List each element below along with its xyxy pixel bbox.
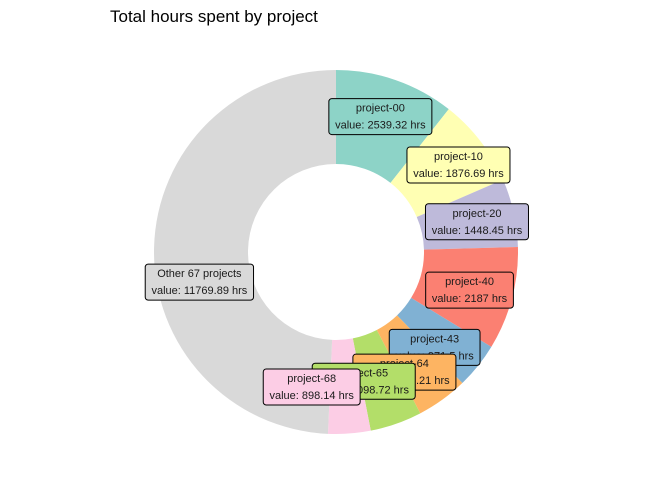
label-name: project-00 [356,103,405,115]
label-box [328,98,433,136]
label-value: value: 1448.45 hrs [432,225,523,237]
label-box [424,203,529,241]
label-box [262,368,361,406]
label-project-68: project-68 value: 898.14 hrs [262,368,361,406]
label-project-20: project-20 value: 1448.45 hrs [424,203,529,241]
label-name: project-68 [287,373,336,385]
chart-title: Total hours spent by project [110,7,318,26]
label-name: project-20 [453,208,502,220]
label-name: Other 67 projects [157,268,242,280]
label-project-10: project-10 value: 1876.69 hrs [406,146,511,184]
label-other-67-projects: Other 67 projects value: 11769.89 hrs [144,263,255,301]
slice-other-67-projects [154,70,336,434]
label-box [144,263,255,301]
label-project-00: project-00 value: 2539.32 hrs [328,98,433,136]
label-name: project-10 [434,151,483,163]
label-value: value: 2539.32 hrs [335,120,426,132]
label-name: project-43 [410,333,459,345]
label-value: value: 2187 hrs [432,293,508,305]
label-value: value: 11769.89 hrs [151,285,247,297]
label-box [406,146,511,184]
label-project-40: project-40 value: 2187 hrs [425,271,514,309]
label-box [425,271,514,309]
slice-labels: project-00 value: 2539.32 hrs project-10 va… [144,98,529,406]
label-value: value: 898.14 hrs [269,390,354,402]
label-value: value: 1876.69 hrs [413,168,504,180]
label-name: project-40 [445,276,494,288]
